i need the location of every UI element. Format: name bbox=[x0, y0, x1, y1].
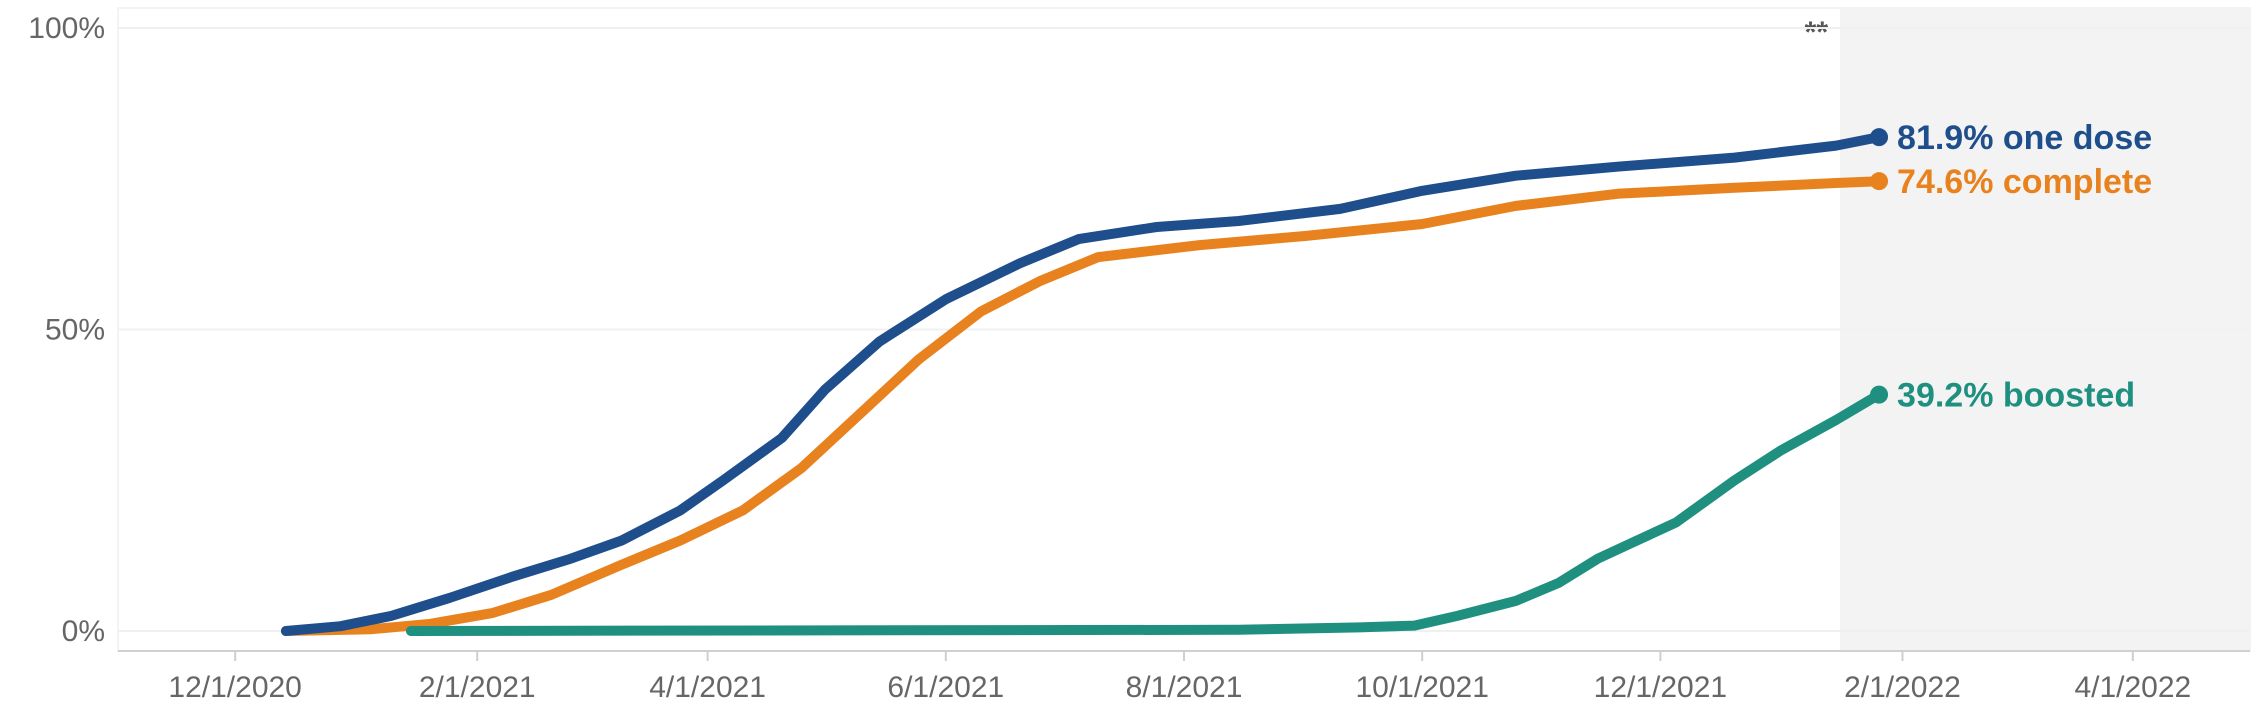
x-tick-label: 12/1/2021 bbox=[1594, 671, 1727, 704]
series-end-label-complete: 74.6% complete bbox=[1897, 163, 2152, 201]
x-tick-label: 2/1/2021 bbox=[419, 671, 536, 704]
series-line-boosted bbox=[405, 389, 1884, 636]
x-tick-label: 4/1/2022 bbox=[2074, 671, 2191, 704]
x-tick-label: 12/1/2020 bbox=[168, 671, 301, 704]
series-line-one-dose bbox=[280, 132, 1884, 636]
x-tick-label: 2/1/2022 bbox=[1844, 671, 1961, 704]
y-tick-label: 0% bbox=[62, 615, 105, 648]
x-tick-label: 8/1/2021 bbox=[1126, 671, 1243, 704]
series-line-complete bbox=[280, 176, 1884, 636]
x-tick-label: 6/1/2021 bbox=[887, 671, 1004, 704]
y-tick-label: 100% bbox=[28, 12, 105, 45]
x-tick-label: 4/1/2021 bbox=[649, 671, 766, 704]
series-end-point-complete bbox=[1870, 172, 1889, 191]
series-end-point-boosted bbox=[1870, 385, 1889, 404]
shaded-region-marker: ** bbox=[1805, 16, 1829, 49]
series-end-label-boosted: 39.2% boosted bbox=[1897, 377, 2135, 415]
series-end-point-one-dose bbox=[1870, 128, 1889, 147]
series-end-label-one-dose: 81.9% one dose bbox=[1897, 119, 2152, 157]
x-tick-label: 10/1/2021 bbox=[1355, 671, 1488, 704]
y-tick-label: 50% bbox=[45, 314, 105, 347]
